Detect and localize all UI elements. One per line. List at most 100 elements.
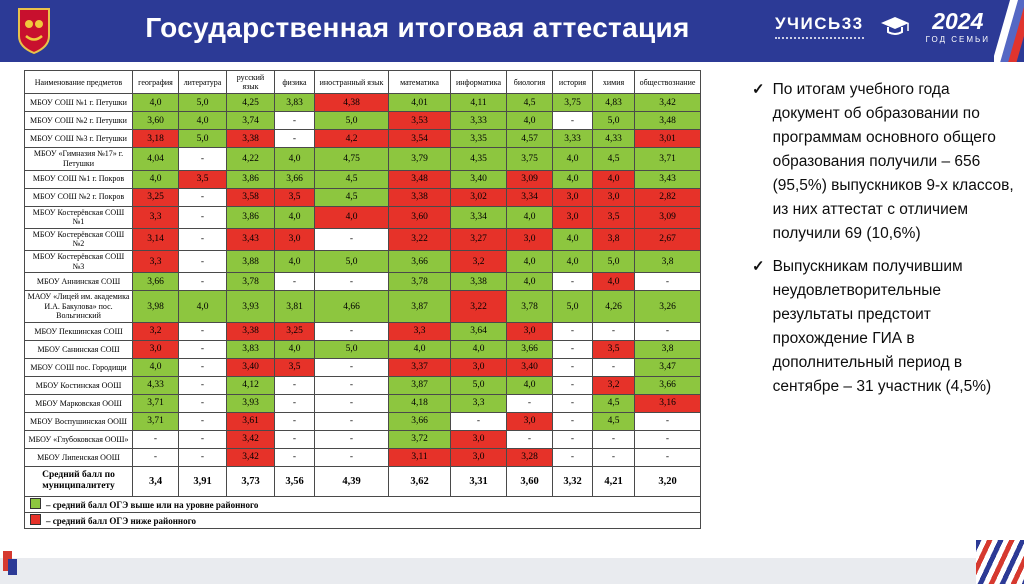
score-cell: 3,0 [506,227,553,251]
score-cell: 4,0 [274,249,315,274]
score-cell: - [592,357,635,377]
score-cell: 3,14 [132,227,179,251]
score-cell: - [634,429,701,449]
score-cell: 3,75 [506,147,553,171]
school-row: МБОУ СОШ №2 г. Покров 3,25-3,58 3,5 4,5 3,38… [24,187,701,207]
score-cell: 3,22 [388,227,451,251]
score-cell: 3,5 [592,339,635,359]
score-cell: - [552,375,593,395]
score-cell: 3,5 [274,187,315,207]
score-cell: 3,38 [226,321,275,341]
uchis33-logo-text: УЧИСЬ33 [774,14,864,33]
score-cell: 3,78 [226,272,275,292]
score-cell: 4,0 [592,272,635,292]
score-cell: - [178,393,227,413]
score-cell: 3,38 [226,129,275,149]
score-cell: 3,0 [132,339,179,359]
score-cell: 3,01 [634,129,701,149]
score-cell: 3,0 [450,447,507,467]
school-name: МБОУ Костерёвская СОШ №3 [24,249,133,274]
score-cell: 3,0 [592,187,635,207]
summary-bullet: ✓ Выпускникам получившим неудовлетворител… [752,255,1014,399]
average-score-cell: 4,21 [592,465,635,497]
school-name: МБОУ Марковская ООШ [24,393,133,413]
score-cell: - [178,187,227,207]
score-cell: 3,54 [388,129,451,149]
score-cell: - [592,447,635,467]
score-cell: 4,0 [592,169,635,189]
score-cell: 4,0 [506,249,553,274]
score-cell: 3,2 [132,321,179,341]
column-header: литература [178,69,227,95]
score-cell: 3,34 [506,187,553,207]
school-name: МБОУ СОШ №2 г. Петушки [24,111,133,131]
score-cell: - [274,411,315,431]
score-cell: 4,0 [274,339,315,359]
school-name: МБОУ «Глубоковская ООШ» [24,429,133,449]
score-cell: - [178,357,227,377]
score-cell: 3,09 [506,169,553,189]
score-cell: 3,0 [506,321,553,341]
score-cell: 4,33 [592,129,635,149]
school-name: МБОУ СОШ №2 г. Покров [24,187,133,207]
score-cell: 5,0 [552,290,593,323]
score-cell: - [178,147,227,171]
score-cell: 5,0 [314,111,389,131]
score-cell: 4,5 [314,169,389,189]
score-cell: - [274,447,315,467]
score-cell: 4,35 [450,147,507,171]
score-cell: 4,5 [592,411,635,431]
results-table-wrap: Наименование предметов география литератур… [24,69,701,529]
score-cell: 3,0 [552,187,593,207]
score-cell: - [314,321,389,341]
score-cell: - [274,129,315,149]
score-cell: - [314,411,389,431]
score-cell: 3,79 [388,147,451,171]
summary-bullet: ✓ По итогам учебного года документ об обр… [752,78,1014,246]
score-cell: - [552,429,593,449]
average-score-cell: 3,91 [178,465,227,497]
score-cell: 3,87 [388,375,451,395]
score-cell: - [634,321,701,341]
score-cell: 4,0 [274,205,315,229]
school-name: МБОУ Пекшинская СОШ [24,321,133,341]
score-cell: 3,02 [450,187,507,207]
score-cell: 3,35 [450,129,507,149]
score-cell: - [552,339,593,359]
school-name: МБОУ СОШ №3 г. Петушки [24,129,133,149]
column-header: география [132,69,179,95]
score-cell: 3,3 [132,249,179,274]
score-cell: 5,0 [314,249,389,274]
average-row-label: Средний балл по муниципалитету [24,465,133,497]
school-name: МБОУ СОШ пос. Городищи [24,357,133,377]
score-cell: - [132,429,179,449]
school-name: МБОУ «Гимназия №17» г. Петушки [24,147,133,171]
column-header: биология [506,69,553,95]
score-cell: 3,43 [634,169,701,189]
score-cell: 3,40 [506,357,553,377]
coat-of-arms-icon [17,7,51,55]
score-cell: 3,0 [450,357,507,377]
score-cell: 3,18 [132,129,179,149]
school-name: МБОУ СОШ №1 г. Петушки [24,93,133,113]
score-cell: 2,67 [634,227,701,251]
score-cell: 4,0 [178,111,227,131]
score-cell: 3,3 [388,321,451,341]
page-title: Государственная итоговая аттестация [145,12,690,43]
score-cell: 4,38 [314,93,389,113]
score-cell: - [274,272,315,292]
score-cell: 3,98 [132,290,179,323]
score-cell: 4,5 [314,187,389,207]
average-score-cell: 3,31 [450,465,507,497]
score-cell: 3,0 [450,429,507,449]
average-score-cell: 3,32 [552,465,593,497]
school-name: МБОУ Санинская СОШ [24,339,133,359]
score-cell: 3,0 [552,205,593,229]
score-cell: - [552,272,593,292]
score-cell: 3,93 [226,393,275,413]
score-cell: 4,57 [506,129,553,149]
main-content: Наименование предметов география литератур… [0,62,1024,558]
score-cell: 4,25 [226,93,275,113]
score-cell: 3,8 [634,249,701,274]
score-cell: - [552,393,593,413]
